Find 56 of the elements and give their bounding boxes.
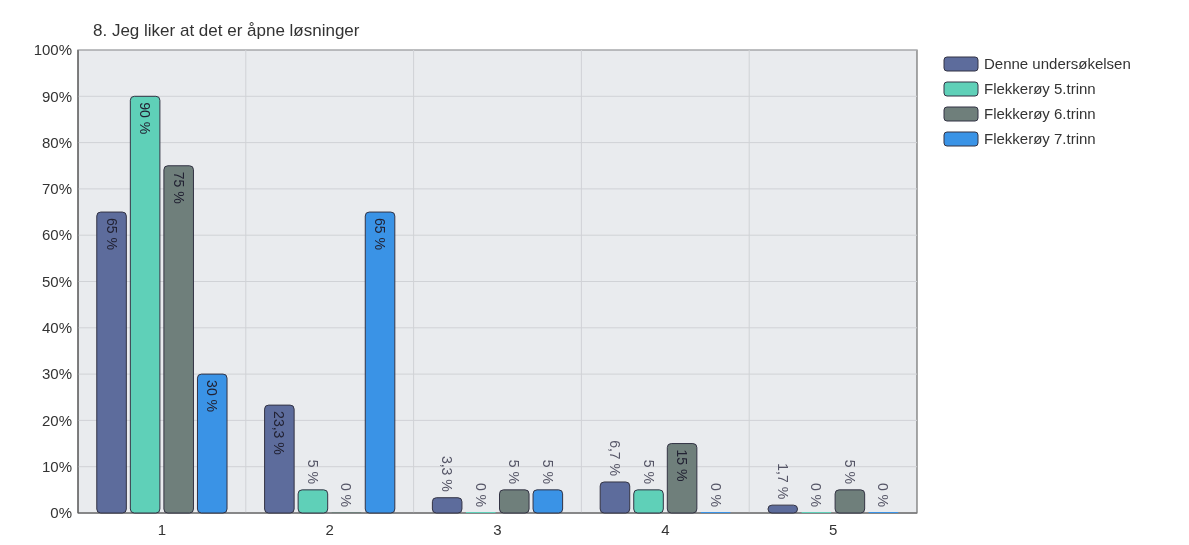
data-label: 6,7 % bbox=[606, 440, 623, 476]
y-tick-label: 50% bbox=[41, 272, 72, 290]
legend-label: Flekkerøy 6.trinn bbox=[984, 105, 1096, 123]
data-label: 30 % bbox=[204, 380, 221, 413]
data-label: 5 % bbox=[506, 459, 523, 484]
legend-label: Flekkerøy 5.trinn bbox=[984, 80, 1096, 98]
data-label: 0 % bbox=[472, 482, 489, 507]
y-tick-label: 80% bbox=[41, 133, 72, 151]
bar bbox=[599, 481, 631, 514]
bar bbox=[163, 165, 194, 514]
bar bbox=[633, 489, 664, 514]
bar bbox=[96, 211, 127, 514]
y-tick-label: 0% bbox=[50, 504, 72, 522]
x-tick-label: 5 bbox=[828, 521, 838, 538]
data-label: 15 % bbox=[674, 449, 691, 482]
bar bbox=[666, 443, 698, 514]
bar bbox=[499, 489, 530, 514]
bar bbox=[264, 404, 295, 514]
bar bbox=[196, 373, 228, 514]
y-tick-label: 40% bbox=[41, 319, 72, 337]
data-label: 65 % bbox=[103, 218, 120, 250]
y-tick-label: 100% bbox=[33, 41, 72, 59]
y-tick-label: 10% bbox=[41, 457, 72, 475]
data-label: 90 % bbox=[137, 102, 154, 135]
data-label: 0 % bbox=[338, 482, 355, 507]
data-label: 5 % bbox=[304, 459, 321, 484]
x-tick-label: 2 bbox=[325, 521, 334, 538]
data-label: 5 % bbox=[841, 459, 858, 484]
bar bbox=[129, 95, 161, 514]
bar bbox=[834, 489, 866, 514]
y-tick-label: 60% bbox=[41, 226, 72, 244]
data-label: 5 % bbox=[640, 459, 657, 484]
legend-label: Denne undersøkelsen bbox=[984, 55, 1131, 73]
x-tick-label: 1 bbox=[157, 521, 167, 538]
legend-label: Flekkerøy 7.trinn bbox=[984, 130, 1096, 148]
x-tick-label: 3 bbox=[493, 521, 502, 538]
bar bbox=[431, 497, 463, 514]
y-tick-label: 20% bbox=[41, 411, 72, 429]
data-label: 0 % bbox=[707, 482, 724, 507]
data-label: 3,3 % bbox=[439, 455, 456, 492]
data-label: 0 % bbox=[808, 482, 825, 507]
data-label: 23,3 % bbox=[271, 411, 288, 455]
y-tick-label: 90% bbox=[41, 87, 72, 105]
bar bbox=[297, 489, 329, 514]
data-label: 0 % bbox=[875, 482, 892, 507]
data-label: 65 % bbox=[372, 218, 389, 250]
y-tick-label: 30% bbox=[41, 365, 72, 383]
data-label: 75 % bbox=[170, 171, 187, 204]
data-label: 5 % bbox=[539, 459, 556, 484]
bar bbox=[364, 211, 396, 514]
chart-title: 8. Jeg liker at det er åpne løsninger bbox=[93, 21, 360, 40]
x-tick-label: 4 bbox=[661, 521, 670, 538]
bar bbox=[767, 504, 799, 514]
data-label: 1,7 % bbox=[774, 463, 791, 500]
y-tick-label: 70% bbox=[41, 180, 72, 198]
bar bbox=[532, 489, 564, 514]
